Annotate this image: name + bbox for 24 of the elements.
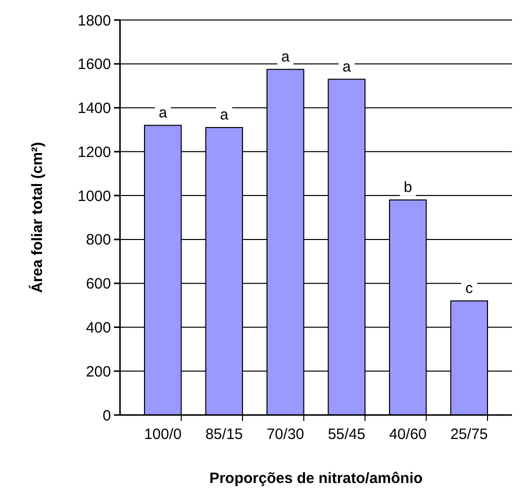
y-tick-label: 1000 xyxy=(78,188,111,205)
y-tick-label: 1200 xyxy=(78,144,111,161)
x-tick-label: 85/15 xyxy=(205,426,243,443)
annotation: a xyxy=(342,58,352,76)
x-tick-label: 25/75 xyxy=(450,426,488,443)
x-tick-label: 40/60 xyxy=(389,426,427,443)
annotation: b xyxy=(404,178,412,196)
annotation: c xyxy=(465,280,474,297)
y-tick-label: 400 xyxy=(86,319,111,336)
x-axis-title: Proporções de nitrato/amônio xyxy=(209,470,423,487)
y-tick-label: 200 xyxy=(86,363,111,380)
y-axis-title: Área foliar total (cm²) xyxy=(28,142,46,293)
y-tick-label: 600 xyxy=(86,276,111,293)
annotation: a xyxy=(220,106,229,124)
annotation: a xyxy=(281,48,290,66)
y-tick-label: 800 xyxy=(86,232,111,249)
y-tick-label: 1400 xyxy=(78,100,111,118)
y-tick-label: 1600 xyxy=(78,56,111,74)
x-tick-label: 70/30 xyxy=(266,426,304,443)
x-tick-label: 55/45 xyxy=(328,426,366,443)
annotation: a xyxy=(158,104,168,122)
y-tick-label: 0 xyxy=(102,407,111,424)
x-tick-label: 100/0 xyxy=(144,426,182,443)
y-tick-label: 1800 xyxy=(78,12,111,30)
